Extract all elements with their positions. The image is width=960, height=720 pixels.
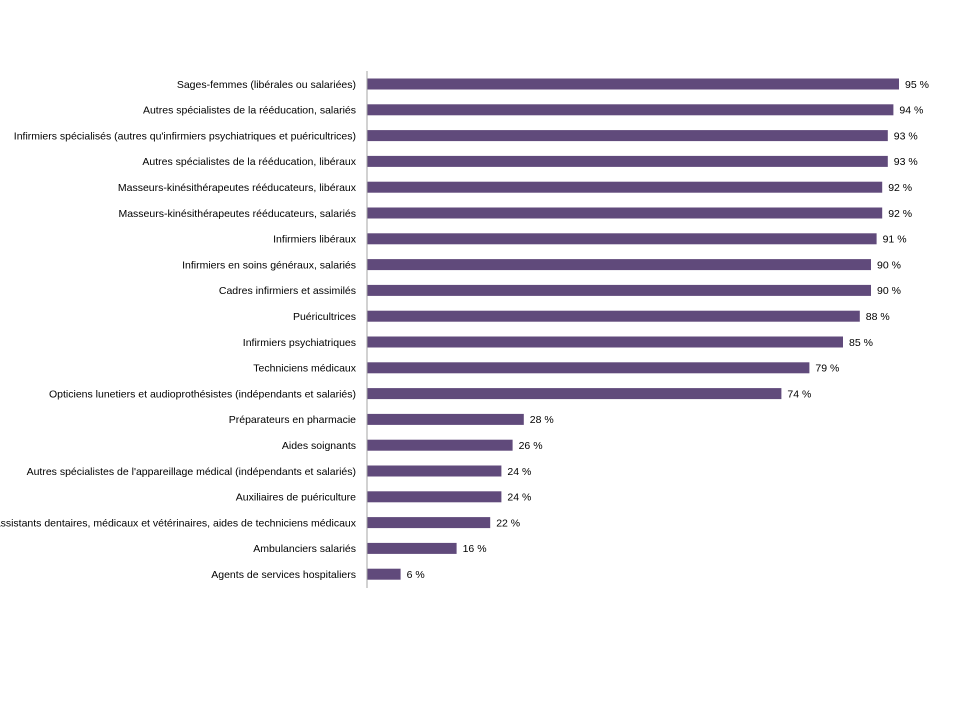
data-label: 26 %	[519, 440, 543, 452]
bar	[367, 259, 871, 271]
bar	[367, 336, 843, 348]
bar	[367, 568, 401, 580]
data-label: 24 %	[507, 492, 531, 504]
data-label: 88 %	[866, 311, 890, 323]
category-label: Cadres infirmiers et assimilés	[219, 285, 356, 297]
category-label: Agents de services hospitaliers	[211, 569, 356, 581]
data-label: 92 %	[888, 208, 912, 220]
data-label: 92 %	[888, 182, 912, 194]
data-label: 28 %	[530, 414, 554, 426]
category-label: Opticiens lunetiers et audioprothésistes…	[49, 388, 356, 400]
bar	[367, 465, 502, 477]
category-label: Infirmiers spécialisés (autres qu'infirm…	[14, 130, 356, 142]
data-label: 90 %	[877, 285, 901, 297]
category-label: Masseurs-kinésithérapeutes rééducateurs,…	[118, 182, 357, 194]
data-label: 79 %	[815, 363, 839, 375]
data-label: 6 %	[407, 569, 425, 581]
data-label: 95 %	[905, 79, 929, 91]
category-label: Masseurs-kinésithérapeutes rééducateurs,…	[118, 208, 356, 220]
category-label: Aides soignants	[282, 440, 356, 452]
data-label: 22 %	[496, 517, 520, 529]
category-label: Puéricultrices	[293, 311, 356, 323]
category-labels-layer: Sages-femmes (libérales ou salariées) Aut…	[0, 79, 357, 581]
category-label: Autres spécialistes de la rééducation, l…	[142, 156, 356, 168]
bar	[367, 439, 513, 451]
bar	[367, 130, 888, 142]
category-label: Sages-femmes (libérales ou salariées)	[177, 79, 356, 91]
data-label: 85 %	[849, 337, 873, 349]
bar	[367, 104, 894, 116]
bar	[367, 362, 810, 374]
bar	[367, 310, 860, 322]
data-label: 91 %	[883, 234, 907, 246]
category-label: Préparateurs en pharmacie	[229, 414, 356, 426]
bar	[367, 388, 782, 400]
category-label: Techniciens médicaux	[253, 363, 356, 375]
category-label: Auxiliaires de puériculture	[236, 492, 356, 504]
bar	[367, 181, 883, 193]
bars-layer	[367, 78, 899, 580]
bar	[367, 491, 502, 503]
category-label: Autres spécialistes de l'appareillage mé…	[27, 466, 356, 478]
data-label: 93 %	[894, 156, 918, 168]
bar	[367, 517, 491, 529]
bar	[367, 542, 457, 554]
bar	[367, 78, 899, 90]
bar	[367, 233, 877, 245]
data-labels-layer: 95 % 94 % 93 % 93 % 92 % 92 % 91 % 90 % 90 % 88 %…	[407, 79, 929, 581]
data-label: 94 %	[899, 105, 923, 117]
category-label: Ambulanciers salariés	[253, 543, 356, 555]
bar	[367, 155, 888, 167]
data-label: 24 %	[507, 466, 531, 478]
category-label: Infirmiers libéraux	[273, 234, 357, 246]
category-label: Infirmiers psychiatriques	[243, 337, 356, 349]
category-label: Autres spécialistes de la rééducation, s…	[143, 105, 356, 117]
bar	[367, 284, 871, 296]
category-label: Assistants dentaires, médicaux et vétéri…	[0, 517, 357, 529]
data-label: 74 %	[787, 388, 811, 400]
data-label: 16 %	[463, 543, 487, 555]
data-label: 93 %	[894, 130, 918, 142]
data-label: 90 %	[877, 259, 901, 271]
category-label: Infirmiers en soins généraux, salariés	[182, 259, 356, 271]
bar	[367, 207, 883, 219]
bar	[367, 413, 524, 425]
